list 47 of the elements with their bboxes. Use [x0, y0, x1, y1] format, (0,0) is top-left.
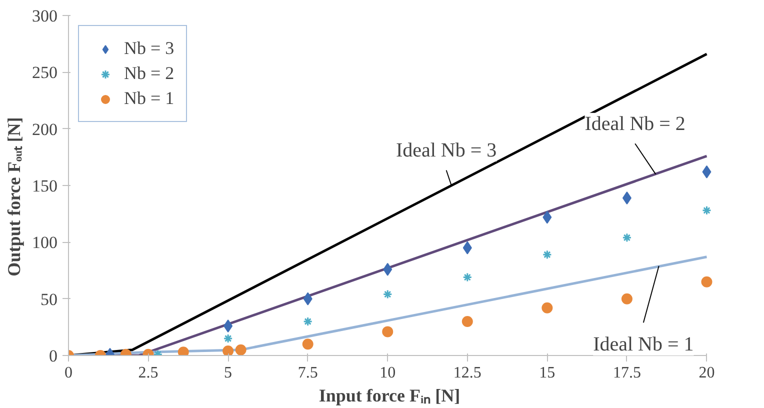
point: [382, 290, 392, 300]
point: [235, 344, 246, 356]
point: [178, 346, 189, 356]
x-tick-label: 15: [539, 364, 556, 382]
point: [621, 293, 632, 304]
legend-label: Nb = 1: [124, 88, 174, 109]
point: [702, 165, 712, 178]
point: [542, 302, 553, 314]
x-tick-label: 17.5: [612, 364, 641, 382]
y-axis-title: Output force Fₒᵤₜ [N]: [4, 117, 24, 276]
x-tick-label: 12.5: [453, 364, 482, 382]
x-tick-label: 10: [380, 364, 396, 382]
point: [462, 272, 472, 282]
legend-label: Nb = 2: [124, 63, 174, 84]
annotation: Ideal Nb = 1: [593, 334, 694, 356]
x-tick-label: 0: [64, 364, 72, 382]
point: [622, 191, 632, 204]
y-tick-label: 100: [32, 233, 58, 252]
point: [223, 334, 233, 344]
y-tick-label: 150: [32, 176, 58, 196]
x-tick-label: 7.5: [298, 364, 318, 382]
y-tick-label: 250: [32, 63, 58, 82]
point: [702, 206, 712, 216]
point: [302, 338, 314, 350]
x-tick-label: 2.5: [138, 364, 158, 382]
point: [224, 320, 233, 333]
y-tick-label: 300: [32, 6, 58, 26]
point: [542, 250, 552, 260]
y-tick-label: 0: [49, 346, 58, 366]
point: [222, 345, 234, 356]
x-tick-label: 20: [698, 364, 715, 382]
point: [303, 292, 312, 306]
x-axis-title: Input force Fᵢₙ [N]: [318, 386, 460, 406]
point: [382, 326, 394, 338]
y-tick-label: 200: [32, 120, 58, 139]
point: [701, 276, 712, 288]
point: [542, 210, 552, 224]
annotation: Ideal Nb = 2: [584, 112, 686, 135]
point: [462, 241, 472, 254]
x-tick-label: 5: [224, 364, 232, 382]
point: [462, 316, 473, 327]
point: [303, 316, 313, 326]
annotation: Ideal Nb = 3: [396, 140, 497, 162]
point: [383, 262, 392, 276]
y-tick-label: 50: [40, 290, 58, 309]
point: [622, 232, 632, 242]
legend-label: Nb = 3: [124, 38, 174, 59]
